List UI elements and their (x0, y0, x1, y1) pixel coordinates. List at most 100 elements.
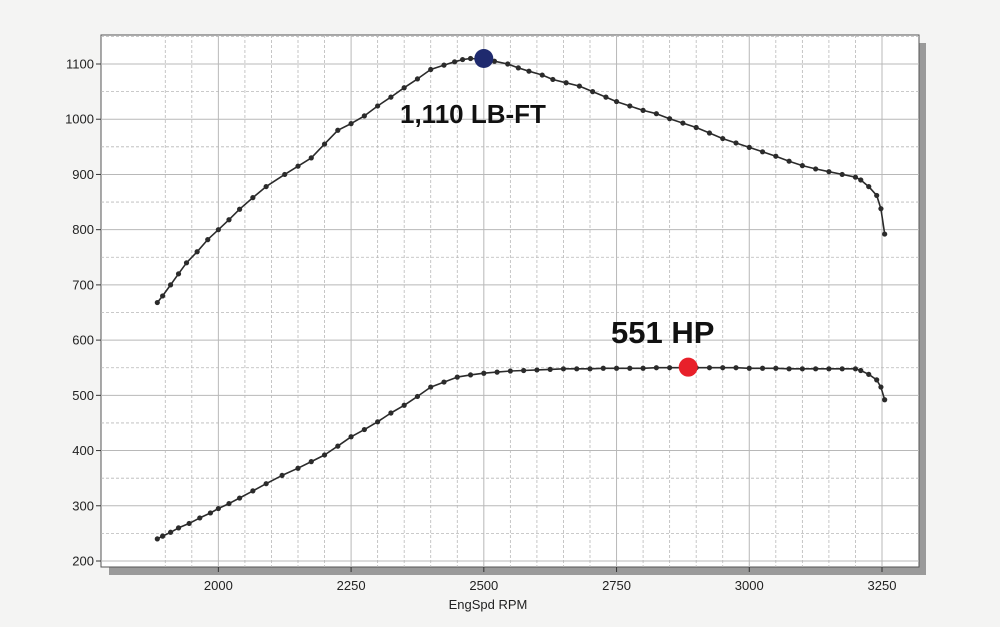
horsepower-point (207, 510, 213, 516)
torque-point (215, 227, 221, 233)
peak-markers (474, 48, 698, 377)
horsepower-point (799, 366, 805, 372)
y-tick-label: 400 (72, 443, 94, 458)
horsepower-point (308, 459, 314, 465)
horsepower-point (813, 366, 819, 372)
torque-point (878, 206, 884, 212)
horsepower-point (428, 384, 434, 390)
horsepower-point (627, 365, 633, 371)
torque-point (428, 66, 434, 73)
horsepower-point (587, 366, 593, 372)
torque-point (839, 171, 845, 178)
hp-peak-label: 551 HP (611, 315, 714, 350)
horsepower-point (494, 369, 500, 375)
torque-point (295, 163, 301, 169)
y-tick-label: 800 (72, 222, 94, 237)
horsepower-point (467, 372, 474, 378)
x-tick-label: 2250 (337, 578, 366, 593)
y-tick-label: 1100 (66, 57, 94, 72)
torque-point (799, 163, 805, 169)
torque-point (680, 120, 686, 126)
horsepower-point (279, 472, 285, 479)
torque-point (282, 171, 288, 178)
horsepower-point (441, 379, 447, 385)
torque-point (563, 80, 569, 86)
torque-point (160, 293, 166, 299)
horsepower-point (401, 402, 407, 408)
torque-point (348, 121, 354, 127)
horsepower-point (414, 393, 421, 400)
torque-point (237, 206, 243, 212)
horsepower-point (852, 366, 859, 372)
horsepower-point (839, 366, 845, 372)
y-tick-label: 300 (72, 498, 94, 513)
torque-point (175, 271, 182, 277)
torque-point (263, 183, 269, 190)
x-axis: 2000 2250 2500 2750 3000 3250 (204, 567, 897, 593)
torque-point (154, 299, 160, 306)
horsepower-point (574, 366, 580, 372)
horsepower-point (375, 419, 381, 425)
y-tick-label: 900 (72, 167, 94, 182)
torque-point (205, 237, 211, 243)
horsepower-point (706, 365, 713, 371)
horsepower-point (335, 443, 341, 449)
torque-point (194, 249, 200, 255)
torque-point (452, 59, 458, 65)
torque-point (640, 107, 646, 113)
x-tick-label: 3250 (868, 578, 897, 593)
grid (101, 35, 919, 567)
horsepower-point (197, 515, 203, 521)
torque-peak-marker (474, 48, 494, 68)
horsepower-point (878, 384, 884, 390)
x-axis-label: EngSpd RPM (449, 597, 528, 612)
horsepower-point (454, 374, 460, 380)
torque-point (627, 103, 633, 109)
horsepower-point (250, 488, 256, 494)
torque-point (874, 192, 880, 199)
torque-point (308, 155, 314, 161)
horsepower-point (882, 397, 888, 403)
horsepower-point (154, 536, 160, 542)
x-tick-label: 2500 (469, 578, 498, 593)
horsepower-point (720, 365, 726, 371)
torque-point (746, 144, 752, 150)
torque-point (467, 55, 474, 62)
horsepower-point (481, 370, 487, 376)
y-tick-label: 600 (72, 333, 94, 348)
horsepower-point (263, 481, 269, 487)
horsepower-point (866, 371, 872, 377)
x-tick-label: 3000 (735, 578, 764, 593)
horsepower-point (388, 410, 394, 416)
horsepower-point (295, 465, 301, 471)
horsepower-point (226, 500, 232, 507)
horsepower-point (534, 367, 540, 373)
torque-point (226, 217, 232, 223)
horsepower-point (361, 426, 367, 433)
torque-point (733, 140, 739, 146)
horsepower-point (321, 452, 328, 458)
torque-point (613, 98, 620, 105)
x-tick-label: 2750 (602, 578, 631, 593)
horsepower-point (667, 365, 673, 371)
torque-point (414, 76, 421, 82)
y-tick-label: 700 (72, 277, 94, 292)
torque-point (361, 113, 367, 119)
torque-point (388, 94, 394, 100)
y-tick-label: 500 (72, 388, 94, 403)
horsepower-point (874, 377, 880, 383)
torque-point (441, 62, 447, 68)
torque-point (706, 130, 713, 136)
horsepower-point (746, 365, 752, 371)
horsepower-point (759, 365, 766, 371)
horsepower-point (600, 365, 606, 371)
torque-point (539, 72, 545, 78)
torque-point (321, 141, 328, 147)
torque-point (550, 76, 556, 83)
horsepower-point (167, 529, 174, 535)
horsepower-point (186, 520, 192, 527)
torque-point (515, 65, 521, 71)
torque-point (826, 169, 832, 175)
